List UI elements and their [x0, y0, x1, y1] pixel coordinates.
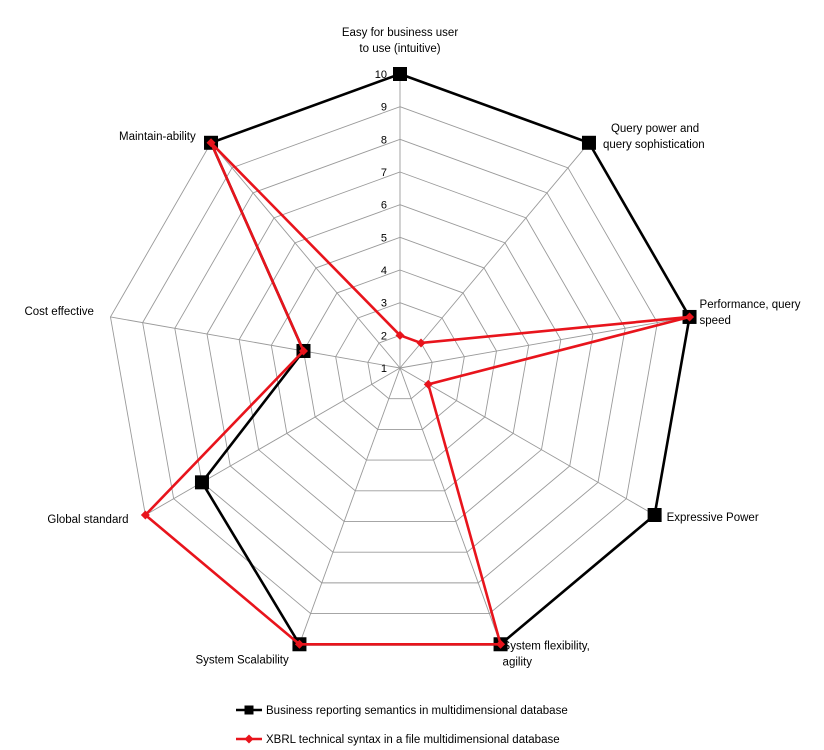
- axis-label: Maintain-ability: [119, 131, 196, 143]
- tick-label: 10: [375, 69, 387, 81]
- data-point-diamond: [140, 510, 150, 520]
- grid-ring: [238, 204, 562, 522]
- data-point-diamond: [294, 639, 304, 649]
- legend-label-business-reporting: Business reporting semantics in multidim…: [266, 705, 568, 717]
- grid-spoke: [299, 367, 401, 645]
- grid-ring: [367, 334, 433, 400]
- axis-label: System flexibility, agility: [503, 640, 590, 668]
- axis-label: Performance, query speed: [700, 299, 801, 327]
- data-point-square: [194, 475, 209, 490]
- tick-label: 7: [381, 167, 387, 179]
- data-point-square: [393, 67, 407, 81]
- grid-spoke: [399, 367, 501, 645]
- legend-item-business-reporting: Business reporting semantics in multidim…: [236, 705, 568, 717]
- data-point-diamond: [685, 312, 695, 322]
- grid-ring: [303, 269, 497, 461]
- data-point-square: [647, 508, 662, 522]
- grid-ring: [335, 302, 465, 430]
- grid-ring: [142, 106, 658, 615]
- series-line: [200, 72, 691, 646]
- tick-label: 6: [381, 200, 387, 212]
- grid-spoke: [399, 142, 590, 369]
- tick-label: 5: [381, 232, 387, 244]
- data-point-diamond: [416, 338, 426, 348]
- axis-label: Query power and query sophistication: [603, 123, 705, 151]
- series-business-reporting: [194, 67, 697, 652]
- tick-label: 4: [381, 265, 387, 277]
- data-point-diamond: [298, 346, 308, 356]
- data-point-diamond: [423, 379, 433, 389]
- series-xbrl-technical: [140, 138, 695, 649]
- data-point-diamond: [206, 138, 216, 148]
- grid-spoke: [145, 367, 401, 516]
- data-point-square: [581, 135, 596, 150]
- axis-label: Cost effective: [24, 306, 93, 318]
- tick-label: 3: [381, 298, 387, 310]
- legend-item-xbrl-technical: XBRL technical syntax in a file multidim…: [236, 734, 560, 746]
- tick-label: 9: [381, 102, 387, 114]
- axis-labels: Easy for business user to use (intuitive)…: [24, 27, 800, 668]
- axis-label: Expressive Power: [667, 512, 759, 524]
- tick-label: 1: [381, 363, 387, 375]
- tick-label: 8: [381, 134, 387, 146]
- series-line: [143, 141, 690, 646]
- axis-label: Global standard: [47, 514, 128, 526]
- axis-label: Easy for business user to use (intuitive): [342, 27, 459, 55]
- grid-spoke: [399, 316, 690, 369]
- tick-labels: 1 2 3 4 5 6 7 8 9 10: [375, 69, 387, 375]
- grid-spoke: [210, 142, 401, 369]
- grid-ring: [270, 236, 530, 492]
- grid-spoke: [399, 367, 655, 516]
- axis-label: System Scalability: [195, 654, 289, 666]
- grid: [109, 73, 691, 645]
- legend-marker-square: [244, 705, 254, 715]
- series: [140, 67, 697, 652]
- legend-label-xbrl-technical: XBRL technical syntax in a file multidim…: [266, 734, 560, 746]
- grid-ring: [174, 138, 626, 584]
- legend-marker-diamond: [244, 734, 254, 744]
- tick-label: 2: [381, 330, 387, 342]
- grid-spoke: [110, 316, 401, 369]
- grid-ring: [206, 171, 594, 553]
- data-point-diamond: [395, 330, 405, 340]
- data-point-diamond: [496, 639, 506, 649]
- legend: Business reporting semantics in multidim…: [236, 705, 568, 746]
